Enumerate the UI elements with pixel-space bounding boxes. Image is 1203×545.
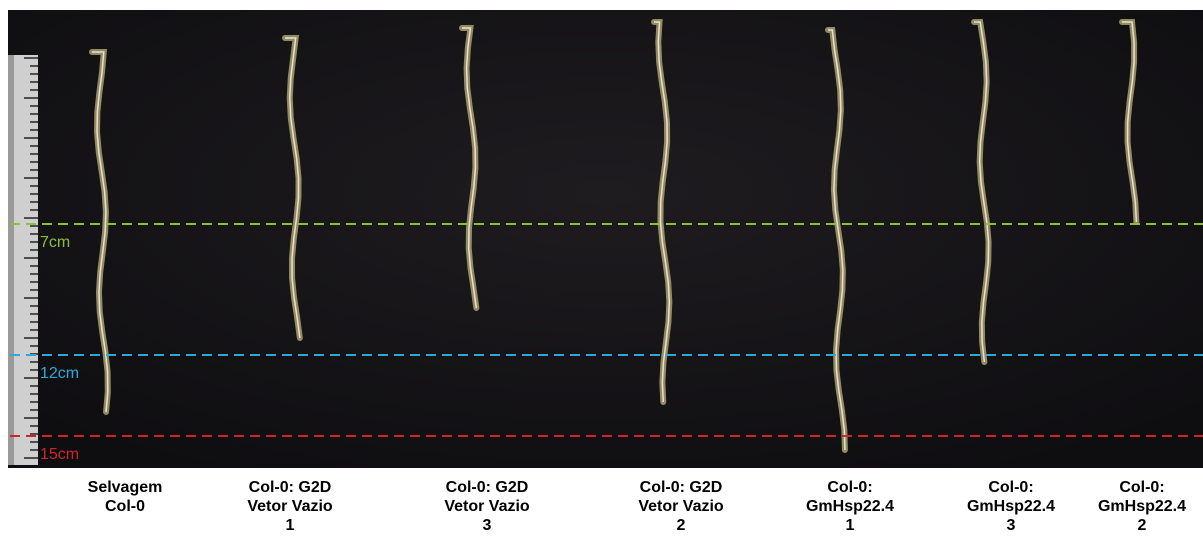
caption-line: Col-0 — [105, 498, 145, 515]
root-fiber — [654, 21, 671, 403]
caption-line: Col-0: — [988, 479, 1033, 496]
caption-line: Vetor Vazio — [638, 498, 724, 515]
caption-line: 1 — [846, 517, 855, 534]
caption-line: 2 — [1138, 517, 1147, 534]
root-fiber — [1122, 21, 1138, 223]
marker-label: 15cm — [40, 446, 79, 463]
marker-label: 7cm — [40, 234, 70, 251]
captions: Selvagem Col-0 Col-0: G2D Vetor Vazio 1 Col-0… — [88, 479, 1186, 534]
marker-label: 12cm — [40, 365, 79, 382]
caption-line: Vetor Vazio — [247, 498, 333, 515]
photo — [8, 10, 1203, 468]
caption-line: Col-0: — [827, 479, 872, 496]
ruler — [8, 55, 38, 465]
caption-line: GmHsp22.4 — [967, 498, 1055, 515]
caption-line: 2 — [677, 517, 686, 534]
markers: 7cm 12cm 15cm — [10, 223, 1203, 463]
root-fiber — [828, 29, 846, 451]
ruler-ticks — [24, 57, 38, 459]
caption-line: Selvagem — [88, 479, 163, 496]
caption-line: 3 — [483, 517, 492, 534]
root-fiber — [92, 51, 109, 413]
root-fiber — [974, 21, 990, 363]
caption-line: GmHsp22.4 — [1098, 498, 1186, 515]
caption-line: GmHsp22.4 — [806, 498, 894, 515]
root-fiber — [285, 37, 301, 339]
caption-line: Vetor Vazio — [444, 498, 530, 515]
caption-line: Col-0: G2D — [640, 479, 723, 496]
caption-line: Col-0: G2D — [446, 479, 529, 496]
caption-line: 3 — [1007, 517, 1016, 534]
caption-line: Col-0: G2D — [249, 479, 332, 496]
caption-line: 1 — [286, 517, 295, 534]
roots — [89, 19, 1140, 453]
caption-line: Col-0: — [1119, 479, 1164, 496]
root-fiber — [462, 27, 478, 309]
